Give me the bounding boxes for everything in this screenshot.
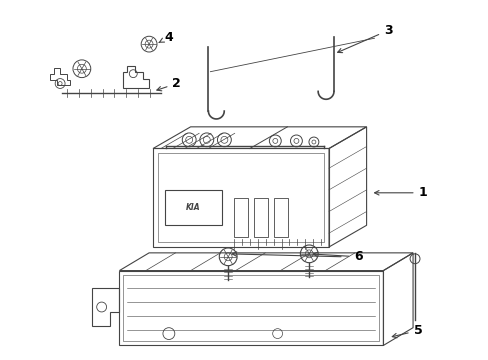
Text: 1: 1	[374, 186, 427, 199]
Text: 4: 4	[159, 31, 173, 44]
Text: 2: 2	[157, 77, 181, 91]
Text: 6: 6	[313, 250, 362, 263]
Text: 3: 3	[337, 24, 392, 53]
Text: KIA: KIA	[186, 203, 201, 212]
Text: 5: 5	[391, 324, 422, 338]
